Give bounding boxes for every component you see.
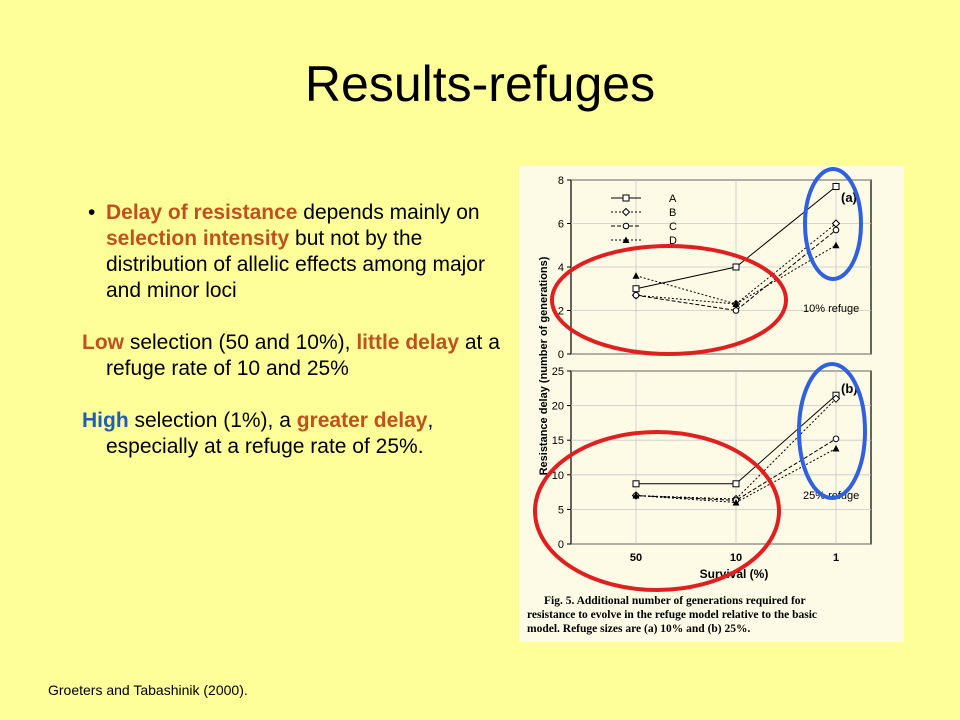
y-tick-label: 5	[558, 504, 564, 516]
highlight-delay-of-resistance: Delay of resistance	[106, 201, 298, 224]
citation: Groeters and Tabashinik (2000).	[48, 682, 248, 698]
legend-label-C: C	[669, 221, 677, 233]
text-segment: selection (50 and 10%),	[124, 331, 357, 354]
highlight-greater-delay: greater delay	[296, 409, 428, 432]
highlight-low: Low	[82, 331, 124, 354]
legend-label-A: A	[669, 193, 677, 205]
y-tick-label: 0	[558, 349, 564, 361]
caption-line-3: model. Refuge sizes are (a) 10% and (b) …	[527, 623, 750, 635]
panel-label: (a)	[841, 190, 857, 205]
y-tick-label: 4	[558, 262, 564, 274]
y-tick-label: 6	[558, 219, 564, 231]
data-point-D	[832, 241, 840, 249]
blue-ellipse-bottom	[797, 362, 867, 500]
legend-marker	[622, 222, 630, 230]
series-line-C	[635, 438, 837, 501]
y-tick-label: 25	[552, 366, 564, 378]
paragraph-low-selection: Low selection (50 and 10%), little delay…	[82, 330, 502, 382]
highlight-little-delay: little delay	[356, 331, 460, 354]
text-segment: , especially at a refuge rate of 25%.	[106, 409, 434, 458]
data-point-A	[632, 285, 640, 293]
data-point-C	[632, 291, 640, 299]
y-axis-label: Resistance delay (number of generations)	[538, 256, 550, 475]
text-segment: but not by the distribution of allelic e…	[106, 227, 485, 302]
data-point-D	[632, 492, 640, 499]
x-tick-label: 10	[730, 552, 742, 564]
y-tick-label: 2	[558, 306, 564, 318]
panel-label: (b)	[841, 381, 858, 396]
paragraph-delay: • Delay of resistance depends mainly on s…	[82, 200, 502, 304]
data-point-C	[832, 226, 840, 234]
legend-marker	[621, 207, 631, 217]
legend-marker	[622, 236, 630, 243]
blue-ellipse-top	[803, 167, 863, 281]
highlight-high: High	[82, 409, 129, 432]
series-line-C	[635, 229, 837, 312]
x-tick-label: 50	[630, 552, 642, 564]
y-tick-label: 8	[558, 175, 564, 187]
highlight-selection-intensity: selection intensity	[106, 227, 290, 250]
legend-label-D: D	[669, 235, 677, 247]
highlight-ellipses	[533, 167, 867, 592]
figure-panel: 0 2 4 6 8 (a) 10% refuge A B C D 0 5 10 15 20 25 50 10 1 (b…	[519, 166, 904, 642]
data-point-C	[832, 435, 840, 443]
data-point-A	[732, 263, 740, 271]
plot-frame	[570, 370, 872, 545]
series-line-D	[635, 244, 837, 305]
paragraph-high-selection: High selection (1%), a greater delay, es…	[82, 408, 502, 460]
y-tick-label: 15	[552, 435, 564, 447]
y-tick-label: 10	[552, 470, 564, 482]
refuge-annotation: 10% refuge	[803, 303, 859, 315]
text-segment: at a refuge rate of 10 and 25%	[106, 331, 500, 380]
red-ellipse-bottom	[533, 430, 781, 592]
y-tick-label: 0	[558, 539, 564, 551]
x-tick-label: 1	[833, 552, 839, 564]
data-point-C	[732, 307, 740, 314]
bullet: •	[88, 201, 96, 224]
legend-label-B: B	[669, 207, 676, 219]
slide-body: • Delay of resistance depends mainly on s…	[82, 200, 502, 460]
data-point-D	[832, 445, 840, 452]
data-point-A	[732, 480, 740, 488]
slide-title: Results-refuges	[304, 56, 656, 112]
data-point-A	[632, 480, 640, 488]
caption-line-2: resistance to evolve in the refuge model…	[527, 609, 817, 621]
y-tick-label: 20	[552, 401, 564, 413]
text-segment: depends mainly on	[297, 201, 480, 224]
data-point-D	[732, 300, 740, 307]
caption-line-1: Fig. 5. Additional number of generations…	[544, 595, 806, 607]
data-point-D	[632, 272, 640, 279]
text-segment: selection (1%), a	[128, 409, 297, 432]
data-point-A	[832, 183, 840, 191]
red-ellipse-top	[550, 244, 788, 356]
data-point-B	[831, 394, 841, 403]
data-point-D	[732, 498, 740, 506]
legend-marker	[622, 194, 630, 202]
figure-caption: Fig. 5. Additional number of generations…	[527, 595, 817, 635]
